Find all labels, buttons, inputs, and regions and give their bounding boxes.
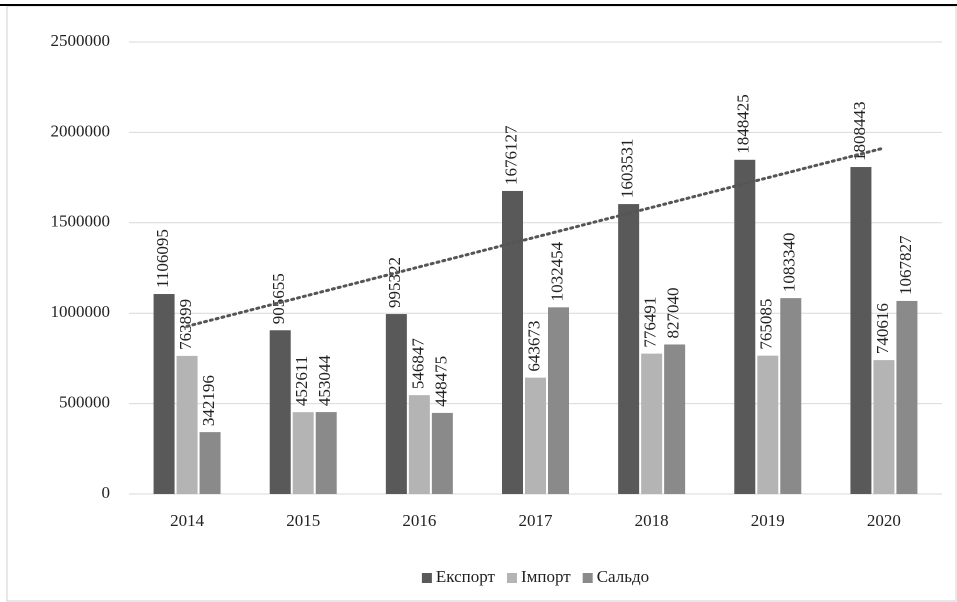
legend-label: Імпорт — [521, 567, 571, 586]
data-label: 1808443 — [850, 102, 869, 162]
x-tick-label: 2020 — [867, 511, 901, 530]
bar — [385, 314, 407, 494]
y-tick-label: 2500000 — [51, 31, 111, 50]
bar — [525, 377, 546, 494]
data-label: 1067827 — [896, 235, 915, 295]
bar — [548, 307, 569, 494]
x-tick-label: 2017 — [519, 511, 554, 530]
data-label: 1032454 — [547, 241, 566, 301]
bar — [780, 298, 802, 494]
data-label: 452611 — [292, 356, 311, 406]
y-tick-label: 500000 — [59, 393, 110, 412]
legend-swatch — [421, 573, 432, 583]
data-label: 827040 — [664, 287, 683, 338]
bar — [618, 204, 640, 494]
data-label: 1083340 — [780, 233, 799, 293]
x-tick-label: 2018 — [635, 511, 669, 530]
legend-label: Експорт — [436, 567, 496, 586]
y-tick-label: 1500000 — [51, 212, 111, 231]
bar — [850, 167, 872, 494]
x-tick-label: 2014 — [170, 511, 205, 530]
trendline — [185, 146, 886, 328]
bar — [896, 300, 918, 494]
chart-frame — [6, 5, 957, 602]
data-label: 342196 — [199, 375, 218, 426]
data-label: 1676127 — [501, 125, 520, 185]
data-label: 765085 — [757, 299, 776, 350]
x-tick-label: 2016 — [402, 511, 436, 530]
x-tick-label: 2015 — [286, 511, 320, 530]
bar — [664, 344, 686, 494]
data-label: 1603531 — [618, 139, 637, 199]
data-label: 740616 — [873, 303, 892, 354]
bar — [408, 395, 430, 494]
y-tick-label: 1000000 — [51, 302, 111, 321]
bar — [153, 294, 175, 494]
data-label: 453044 — [315, 355, 334, 407]
data-label: 776491 — [641, 297, 660, 348]
data-label: 1106095 — [153, 229, 172, 288]
bar — [641, 353, 663, 494]
legend-label: Сальдо — [597, 567, 649, 586]
y-tick-label: 0 — [102, 483, 111, 502]
y-tick-label: 2000000 — [51, 121, 111, 140]
data-label: 448475 — [431, 356, 450, 407]
bar — [873, 360, 895, 494]
data-label: 643673 — [524, 321, 543, 372]
bar — [199, 432, 221, 494]
bar — [176, 355, 198, 494]
bar — [269, 330, 291, 494]
data-label: 546847 — [408, 338, 427, 390]
bar — [757, 355, 779, 494]
bar — [431, 412, 453, 494]
x-tick-label: 2019 — [751, 511, 785, 530]
legend-swatch — [506, 573, 517, 583]
bar — [315, 412, 337, 494]
bar — [292, 412, 314, 494]
data-label: 763899 — [176, 299, 195, 350]
data-label: 1848425 — [734, 94, 753, 154]
data-label: 995322 — [385, 257, 404, 308]
legend-swatch — [582, 573, 593, 583]
bar — [734, 159, 756, 495]
data-label: 905655 — [269, 273, 288, 324]
bar — [502, 190, 523, 494]
